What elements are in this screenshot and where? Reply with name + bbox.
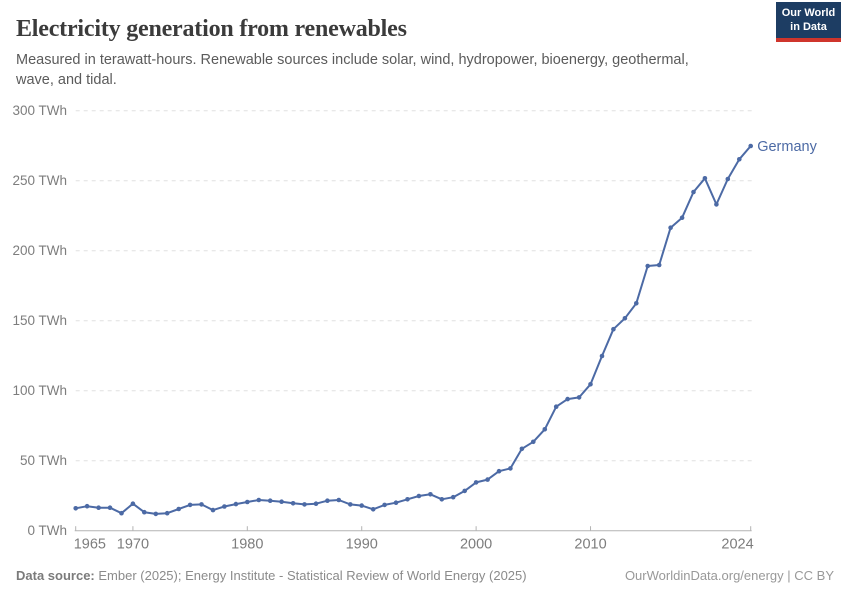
data-point[interactable] xyxy=(599,353,605,359)
x-tick-label: 2000 xyxy=(460,537,492,553)
data-source: Data source: Ember (2025); Energy Instit… xyxy=(16,567,527,585)
y-tick-label: 150 TWh xyxy=(12,313,67,328)
data-point[interactable] xyxy=(679,215,685,220)
data-point[interactable] xyxy=(450,494,456,500)
data-point[interactable] xyxy=(187,502,193,508)
owid-logo-text: Our World in Data xyxy=(776,2,841,38)
data-point[interactable] xyxy=(737,157,742,162)
data-point[interactable] xyxy=(84,503,90,509)
data-point[interactable] xyxy=(553,404,559,410)
data-point[interactable] xyxy=(656,262,662,268)
data-point[interactable] xyxy=(256,497,262,503)
x-tick-label: 1970 xyxy=(117,537,149,553)
data-point[interactable] xyxy=(176,506,181,512)
x-tick-label: 1990 xyxy=(346,537,378,553)
chart-title: Electricity generation from renewables xyxy=(16,16,407,42)
data-point[interactable] xyxy=(611,326,616,332)
data-point[interactable] xyxy=(542,427,548,432)
data-point[interactable] xyxy=(714,202,719,207)
owid-logo-red-bar xyxy=(776,38,841,42)
data-point[interactable] xyxy=(96,505,101,511)
data-point[interactable] xyxy=(370,507,376,512)
attribution-link[interactable]: OurWorldinData.org/energy | CC BY xyxy=(624,568,834,583)
x-tick-label: 1980 xyxy=(231,537,263,553)
y-tick-label: 100 TWh xyxy=(12,383,67,398)
data-point[interactable] xyxy=(565,396,570,402)
data-point[interactable] xyxy=(382,502,387,508)
x-tick-label: 2010 xyxy=(574,537,606,553)
data-point[interactable] xyxy=(233,501,239,507)
data-point[interactable] xyxy=(325,498,330,504)
y-tick-label: 0 TWh xyxy=(27,523,67,538)
data-source-label: Data source: xyxy=(16,568,95,583)
data-point[interactable] xyxy=(164,510,170,516)
data-point[interactable] xyxy=(359,503,365,508)
chart-header: Electricity generation from renewables M… xyxy=(16,14,834,90)
data-point[interactable] xyxy=(473,480,479,485)
data-point[interactable] xyxy=(290,501,296,506)
y-tick-label: 250 TWh xyxy=(12,173,67,188)
owid-logo[interactable]: Our World in Data xyxy=(776,2,841,42)
data-point[interactable] xyxy=(691,189,696,195)
owid-logo-line1: Our World xyxy=(781,7,836,19)
data-point[interactable] xyxy=(210,507,216,513)
data-point[interactable] xyxy=(702,176,708,181)
data-point[interactable] xyxy=(302,502,307,507)
data-point[interactable] xyxy=(222,504,227,509)
data-point[interactable] xyxy=(519,446,525,452)
data-point[interactable] xyxy=(348,502,353,507)
chart-footer: Data source: Ember (2025); Energy Instit… xyxy=(16,567,834,585)
data-point[interactable] xyxy=(119,510,124,516)
chart-subtitle: Measured in terawatt-hours. Renewable so… xyxy=(16,52,689,88)
x-tick-label: 1965 xyxy=(74,537,106,553)
data-point[interactable] xyxy=(73,506,78,511)
y-tick-label: 300 TWh xyxy=(12,103,67,118)
data-point[interactable] xyxy=(508,466,513,471)
data-point[interactable] xyxy=(393,500,399,506)
data-point[interactable] xyxy=(279,499,284,505)
data-point[interactable] xyxy=(336,497,342,503)
y-tick-label: 200 TWh xyxy=(12,243,67,258)
data-point[interactable] xyxy=(405,497,410,502)
data-point[interactable] xyxy=(462,488,468,494)
trend-line xyxy=(74,145,752,515)
data-point[interactable] xyxy=(313,501,319,507)
data-point[interactable] xyxy=(267,498,273,504)
data-point[interactable] xyxy=(199,502,204,507)
data-point[interactable] xyxy=(485,477,490,482)
data-point[interactable] xyxy=(245,499,250,505)
data-point[interactable] xyxy=(725,176,731,182)
data-point[interactable] xyxy=(107,505,113,511)
x-tick-label: 2024 xyxy=(721,537,753,553)
data-point[interactable] xyxy=(634,301,639,306)
owid-logo-line2: in Data xyxy=(790,20,827,33)
data-source-text: Ember (2025); Energy Institute - Statist… xyxy=(98,568,527,583)
data-point[interactable] xyxy=(153,511,159,517)
data-point[interactable] xyxy=(748,143,753,149)
data-point[interactable] xyxy=(668,225,673,230)
data-point[interactable] xyxy=(439,497,445,502)
y-tick-label: 50 TWh xyxy=(20,453,67,468)
data-point[interactable] xyxy=(416,493,422,499)
data-point[interactable] xyxy=(622,316,628,321)
data-point[interactable] xyxy=(576,395,582,400)
data-point[interactable] xyxy=(645,263,650,269)
data-point[interactable] xyxy=(428,492,433,497)
data-point[interactable] xyxy=(531,439,536,445)
data-point[interactable] xyxy=(496,468,502,474)
data-point[interactable] xyxy=(588,382,593,387)
series-label-germany[interactable]: Germany xyxy=(757,139,817,155)
data-point[interactable] xyxy=(142,509,147,515)
data-point[interactable] xyxy=(130,501,136,507)
